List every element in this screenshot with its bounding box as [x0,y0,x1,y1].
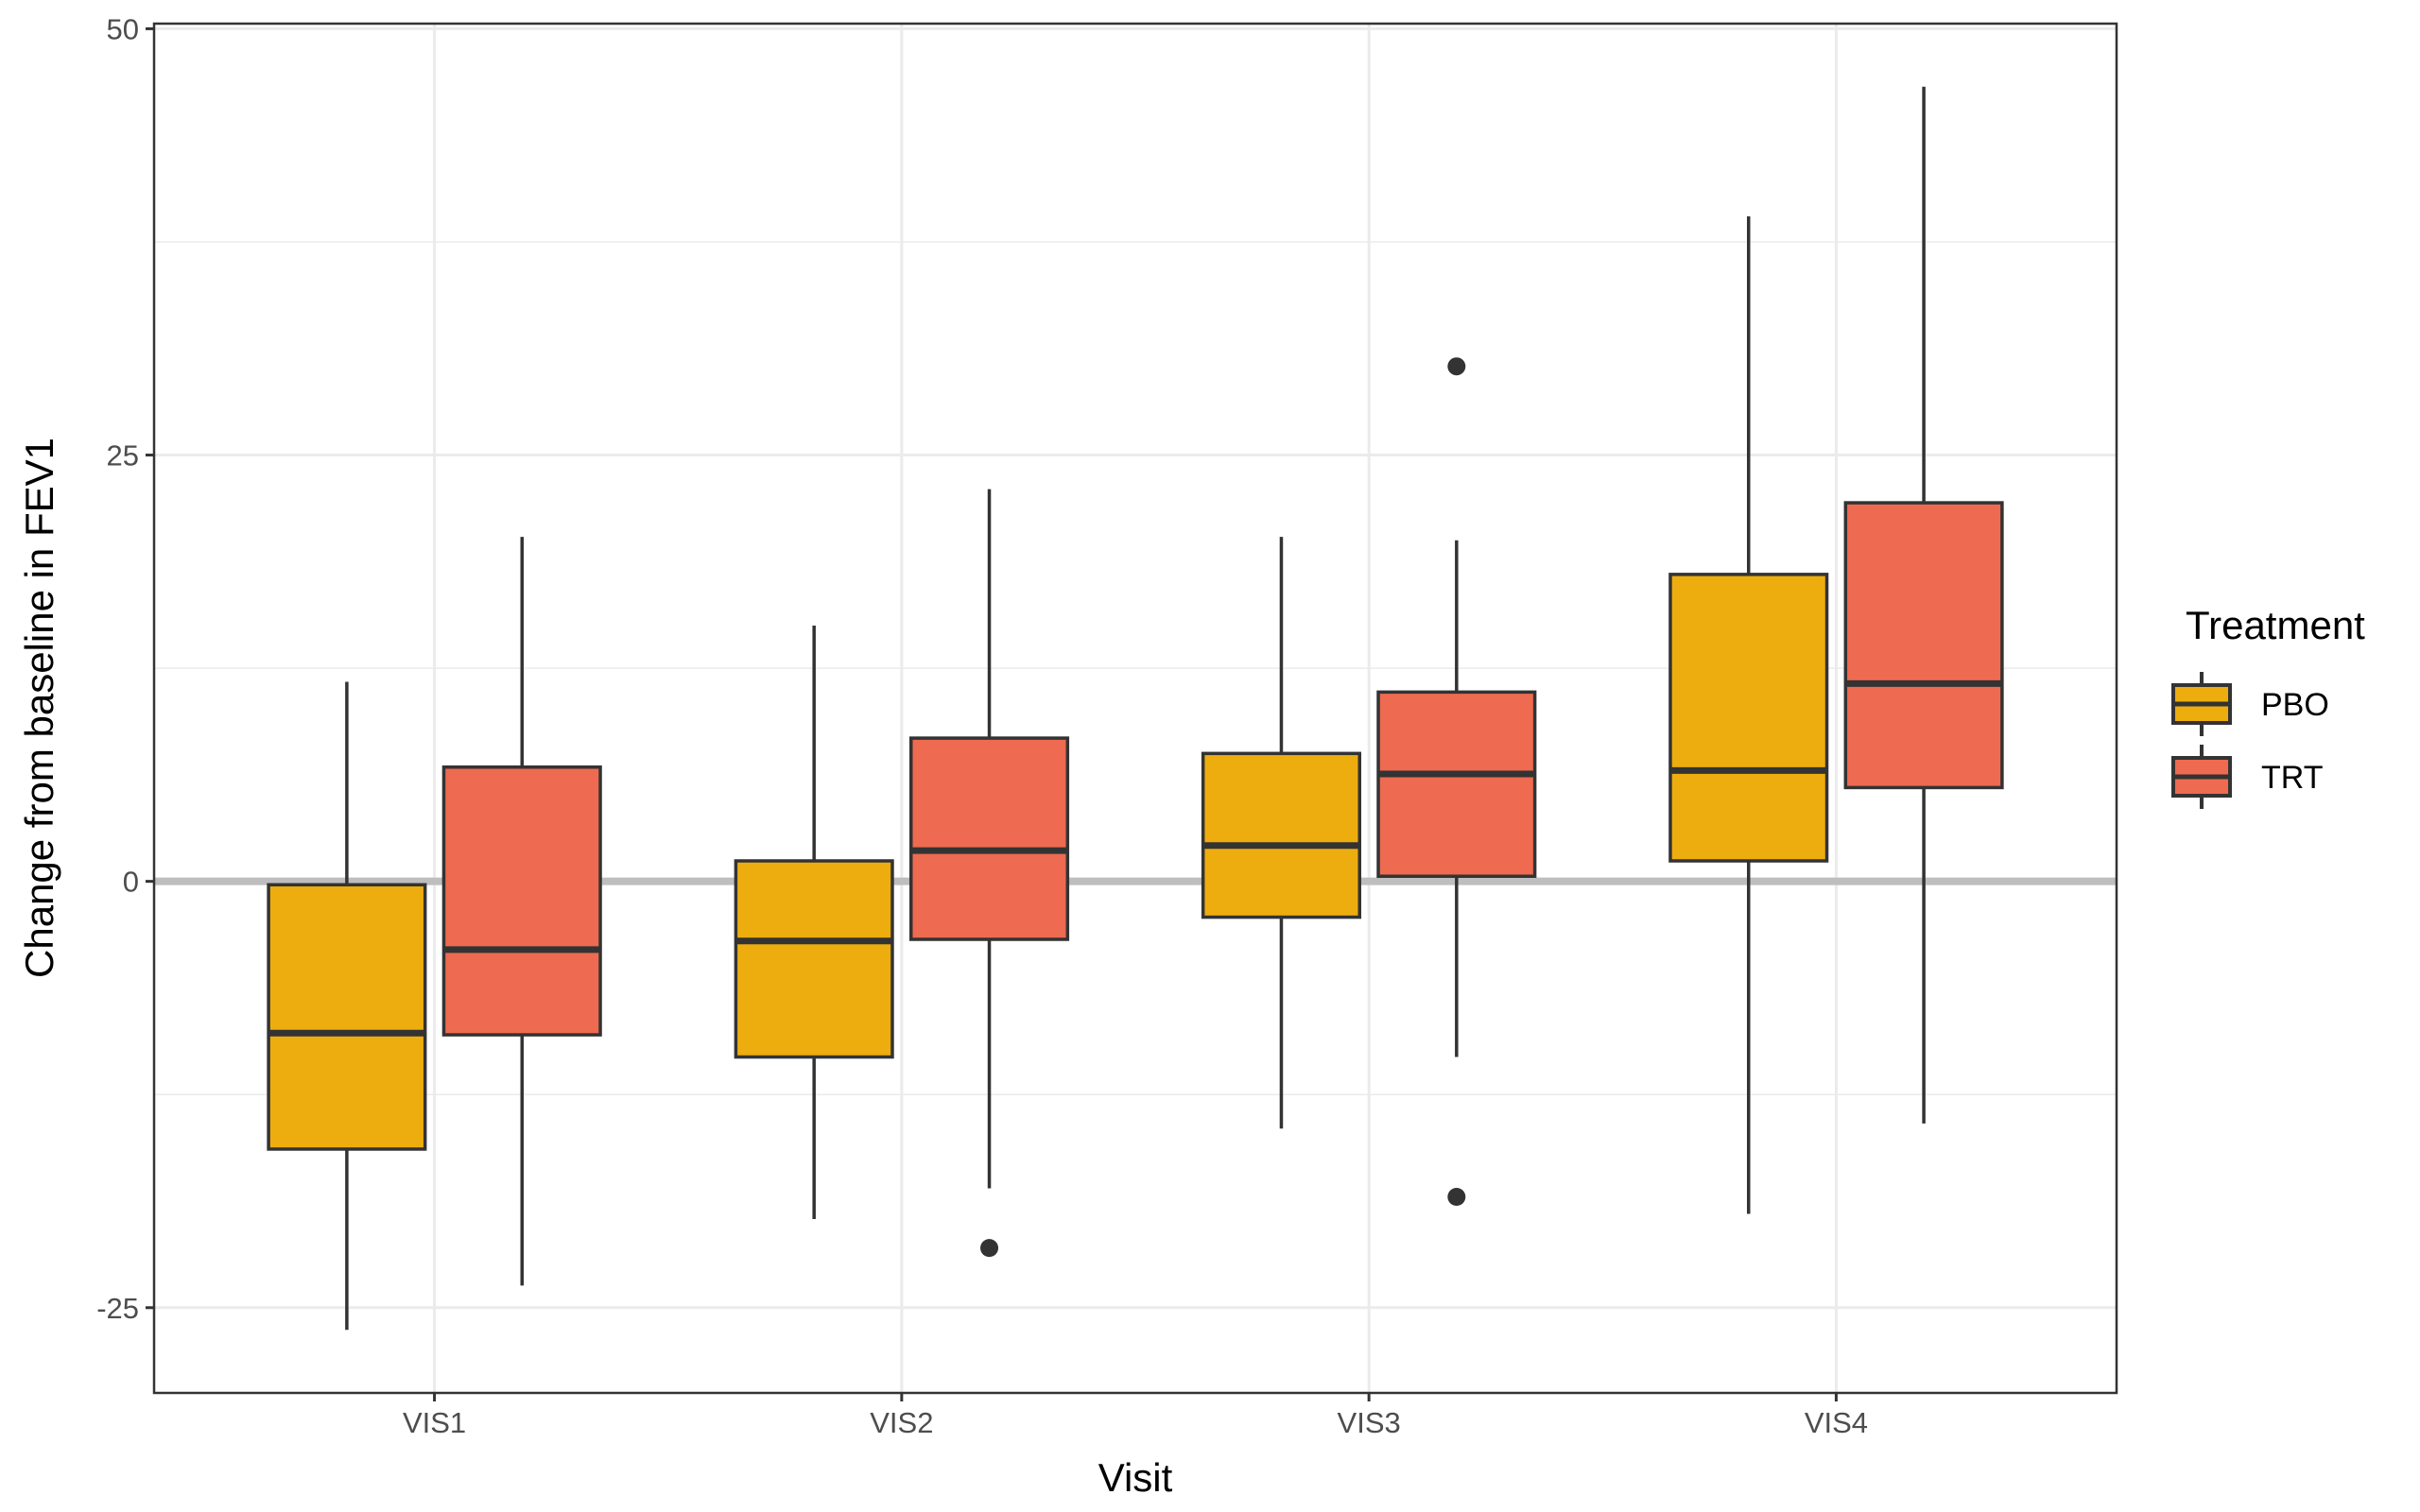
box-iqr [1376,690,1537,878]
y-tick-label: 25 [107,439,139,472]
box-pbo-vis4 [1668,215,1829,1214]
box-trt-vis4 [1843,86,2004,1124]
y-tick-label: 50 [107,12,139,45]
boxes [267,86,2004,1331]
box-trt-vis1 [441,537,602,1286]
y-tick-label: -25 [96,1292,139,1325]
box-trt-vis3 [1376,357,1537,1206]
legend-item-pbo: PBO [2171,672,2329,736]
outlier-point [1447,1187,1466,1206]
legend-label: PBO [2261,687,2329,723]
box-pbo-vis2 [734,625,894,1219]
legend-item-trt: TRT [2171,745,2323,809]
legend-title: Treatment [2186,603,2365,647]
axes: -25 0 25 50 VIS1 VIS2 VIS3 VIS4 [96,12,1868,1439]
legend-label: TRT [2261,760,2323,796]
box-iqr [908,736,1070,941]
x-tick-label: VIS4 [1805,1406,1868,1439]
box-pbo-vis3 [1201,537,1362,1129]
outlier-point [1447,357,1466,376]
box-iqr [1201,751,1362,919]
box-pbo-vis1 [267,681,427,1331]
y-axis-title: Change from baseline in FEV1 [17,438,61,978]
box-iqr [734,859,894,1059]
x-tick-label: VIS1 [403,1406,466,1439]
box-iqr [1668,573,1829,863]
box-iqr [1843,501,2004,790]
box-iqr [267,883,427,1151]
y-tick-label: 0 [123,866,139,899]
box-iqr [441,765,602,1037]
outlier-point [980,1239,999,1258]
x-axis-title: Visit [1098,1455,1173,1500]
x-tick-label: VIS3 [1338,1406,1401,1439]
panel-border [152,22,2118,1395]
box-trt-vis2 [908,489,1070,1258]
legend: Treatment PBO TRT [2171,603,2365,809]
x-tick-label: VIS2 [870,1406,933,1439]
